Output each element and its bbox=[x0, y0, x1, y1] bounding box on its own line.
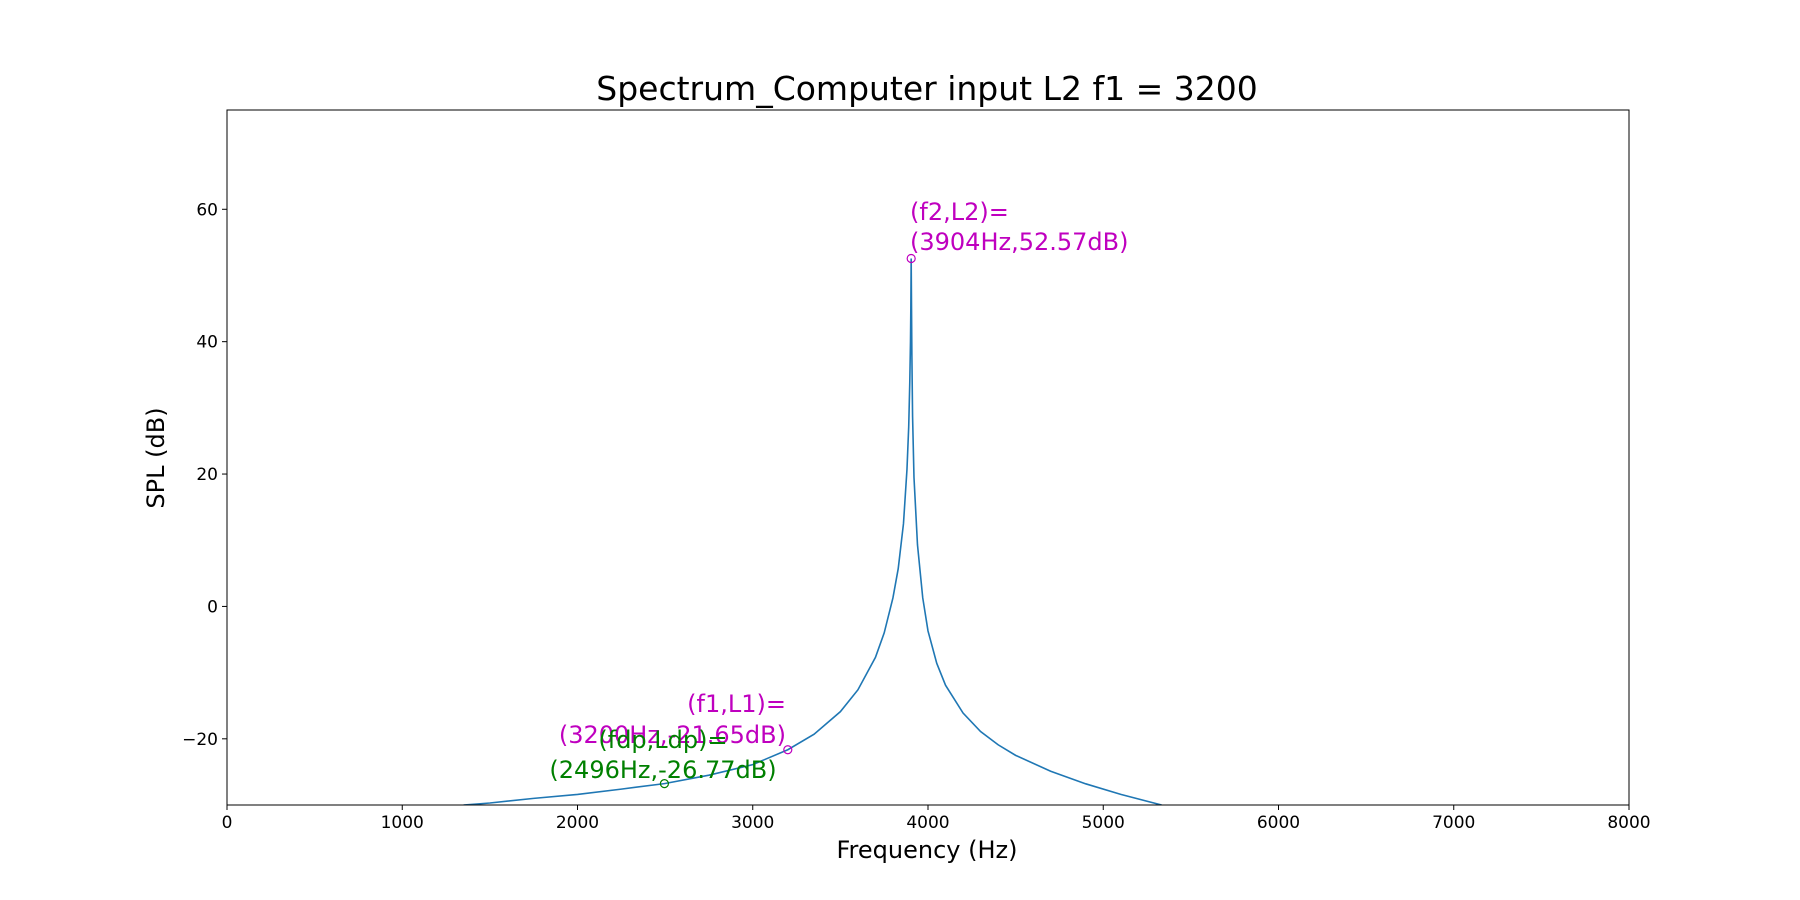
annotation-f1-l1-line1: (f1,L1)= bbox=[687, 690, 786, 718]
y-tick-label: 0 bbox=[207, 597, 218, 617]
marker-1 bbox=[783, 745, 793, 755]
x-tick-label: 4000 bbox=[906, 813, 949, 833]
y-tick-label: −20 bbox=[182, 730, 218, 750]
y-tick-label: 20 bbox=[196, 465, 218, 485]
annotation-fdp-ldp: (fdp,Ldp)= (2496Hz,-26.77dB) bbox=[549, 726, 776, 784]
x-axis-ticks: 0 1000 2000 3000 4000 5000 6000 7000 8000 bbox=[222, 805, 1651, 833]
annotation-fdp-ldp-line2: (2496Hz,-26.77dB) bbox=[549, 756, 776, 784]
x-tick-label: 8000 bbox=[1607, 813, 1650, 833]
y-axis-label: SPL (dB) bbox=[142, 407, 170, 508]
annotation-f2-l2-line2: (3904Hz,52.57dB) bbox=[910, 228, 1128, 256]
x-tick-label: 5000 bbox=[1082, 813, 1125, 833]
marker-2 bbox=[659, 779, 670, 789]
spectrum-line-0 bbox=[463, 258, 1162, 805]
annotation-fdp-ldp-line1: (fdp,Ldp)= bbox=[598, 726, 727, 754]
x-tick-label: 6000 bbox=[1257, 813, 1300, 833]
x-tick-label: 3000 bbox=[731, 813, 774, 833]
x-tick-label: 0 bbox=[222, 813, 233, 833]
markers bbox=[659, 253, 916, 789]
annotation-f1-l1: (f1,L1)= (3200Hz,-21.65dB) bbox=[559, 690, 786, 749]
x-tick-label: 1000 bbox=[381, 813, 424, 833]
x-tick-label: 2000 bbox=[556, 813, 599, 833]
annotation-f1-l1-line2: (3200Hz,-21.65dB) bbox=[559, 721, 786, 749]
x-tick-label: 7000 bbox=[1432, 813, 1475, 833]
x-axis-label: Frequency (Hz) bbox=[837, 836, 1018, 864]
y-tick-label: 60 bbox=[196, 200, 218, 220]
chart-title: Spectrum_Computer input L2 f1 = 3200 bbox=[596, 69, 1257, 108]
plot-area bbox=[463, 258, 1162, 805]
annotation-f2-l2: (f2,L2)= (3904Hz,52.57dB) bbox=[910, 198, 1128, 256]
marker-0 bbox=[906, 253, 916, 264]
y-tick-label: 40 bbox=[196, 333, 218, 353]
annotation-f2-l2-line1: (f2,L2)= bbox=[910, 198, 1009, 226]
y-axis-ticks: −20 0 20 40 60 bbox=[182, 200, 227, 750]
